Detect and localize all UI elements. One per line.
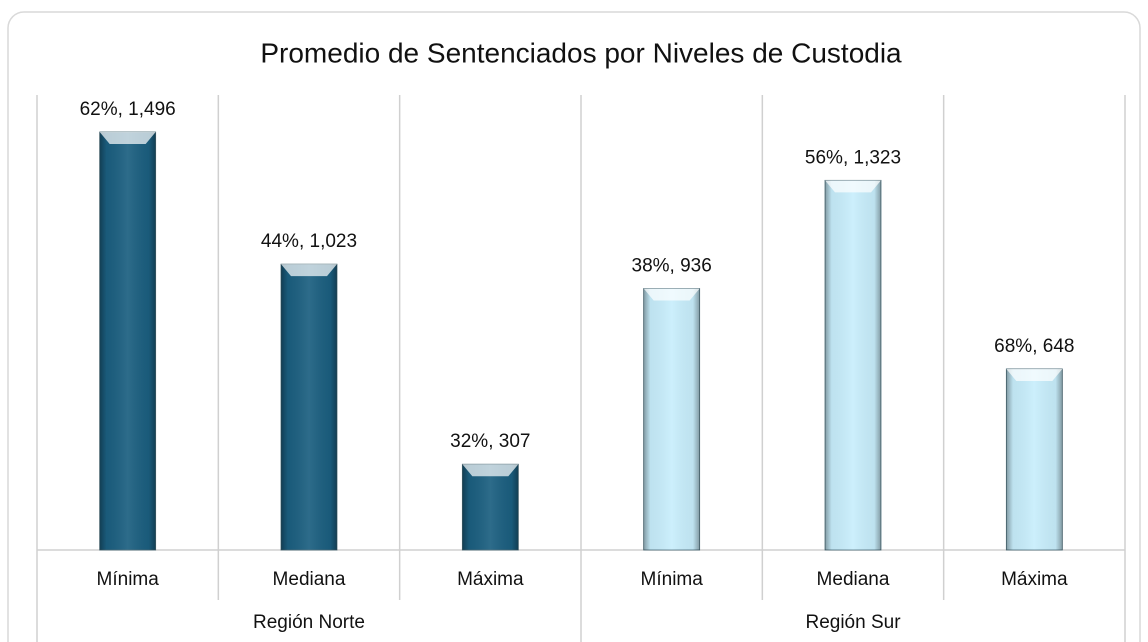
bar-shade bbox=[462, 464, 519, 550]
data-label: 38%, 936 bbox=[632, 255, 712, 276]
bar-shade bbox=[281, 264, 337, 550]
data-label: 44%, 1,023 bbox=[261, 231, 357, 252]
data-label: 68%, 648 bbox=[994, 336, 1074, 357]
x-tick-label: Mínima bbox=[641, 569, 704, 590]
group-label: Región Norte bbox=[253, 612, 365, 633]
x-tick-label: Mínima bbox=[97, 569, 160, 590]
data-label: 56%, 1,323 bbox=[805, 147, 901, 168]
x-tick-label: Mediana bbox=[273, 569, 346, 590]
chart-title: Promedio de Sentenciados por Niveles de … bbox=[260, 37, 902, 68]
bar-shade bbox=[825, 180, 881, 550]
chart-frame bbox=[7, 11, 1141, 642]
group-label: Región Sur bbox=[805, 612, 901, 633]
bar-bevel bbox=[99, 132, 156, 144]
bar-shade bbox=[643, 288, 700, 550]
bar-bevel bbox=[281, 264, 337, 277]
data-label: 32%, 307 bbox=[450, 431, 530, 452]
bar-bevel bbox=[1006, 368, 1063, 381]
x-tick-label: Mediana bbox=[817, 569, 890, 590]
bar-bevel bbox=[643, 288, 700, 301]
bar-bevel bbox=[462, 464, 519, 477]
x-tick-label: Máxima bbox=[457, 569, 524, 590]
data-label: 62%, 1,496 bbox=[80, 99, 176, 120]
bar-shade bbox=[1006, 368, 1063, 550]
x-tick-label: Máxima bbox=[1001, 569, 1068, 590]
bar-bevel bbox=[825, 180, 881, 193]
bar-shade bbox=[99, 132, 156, 550]
